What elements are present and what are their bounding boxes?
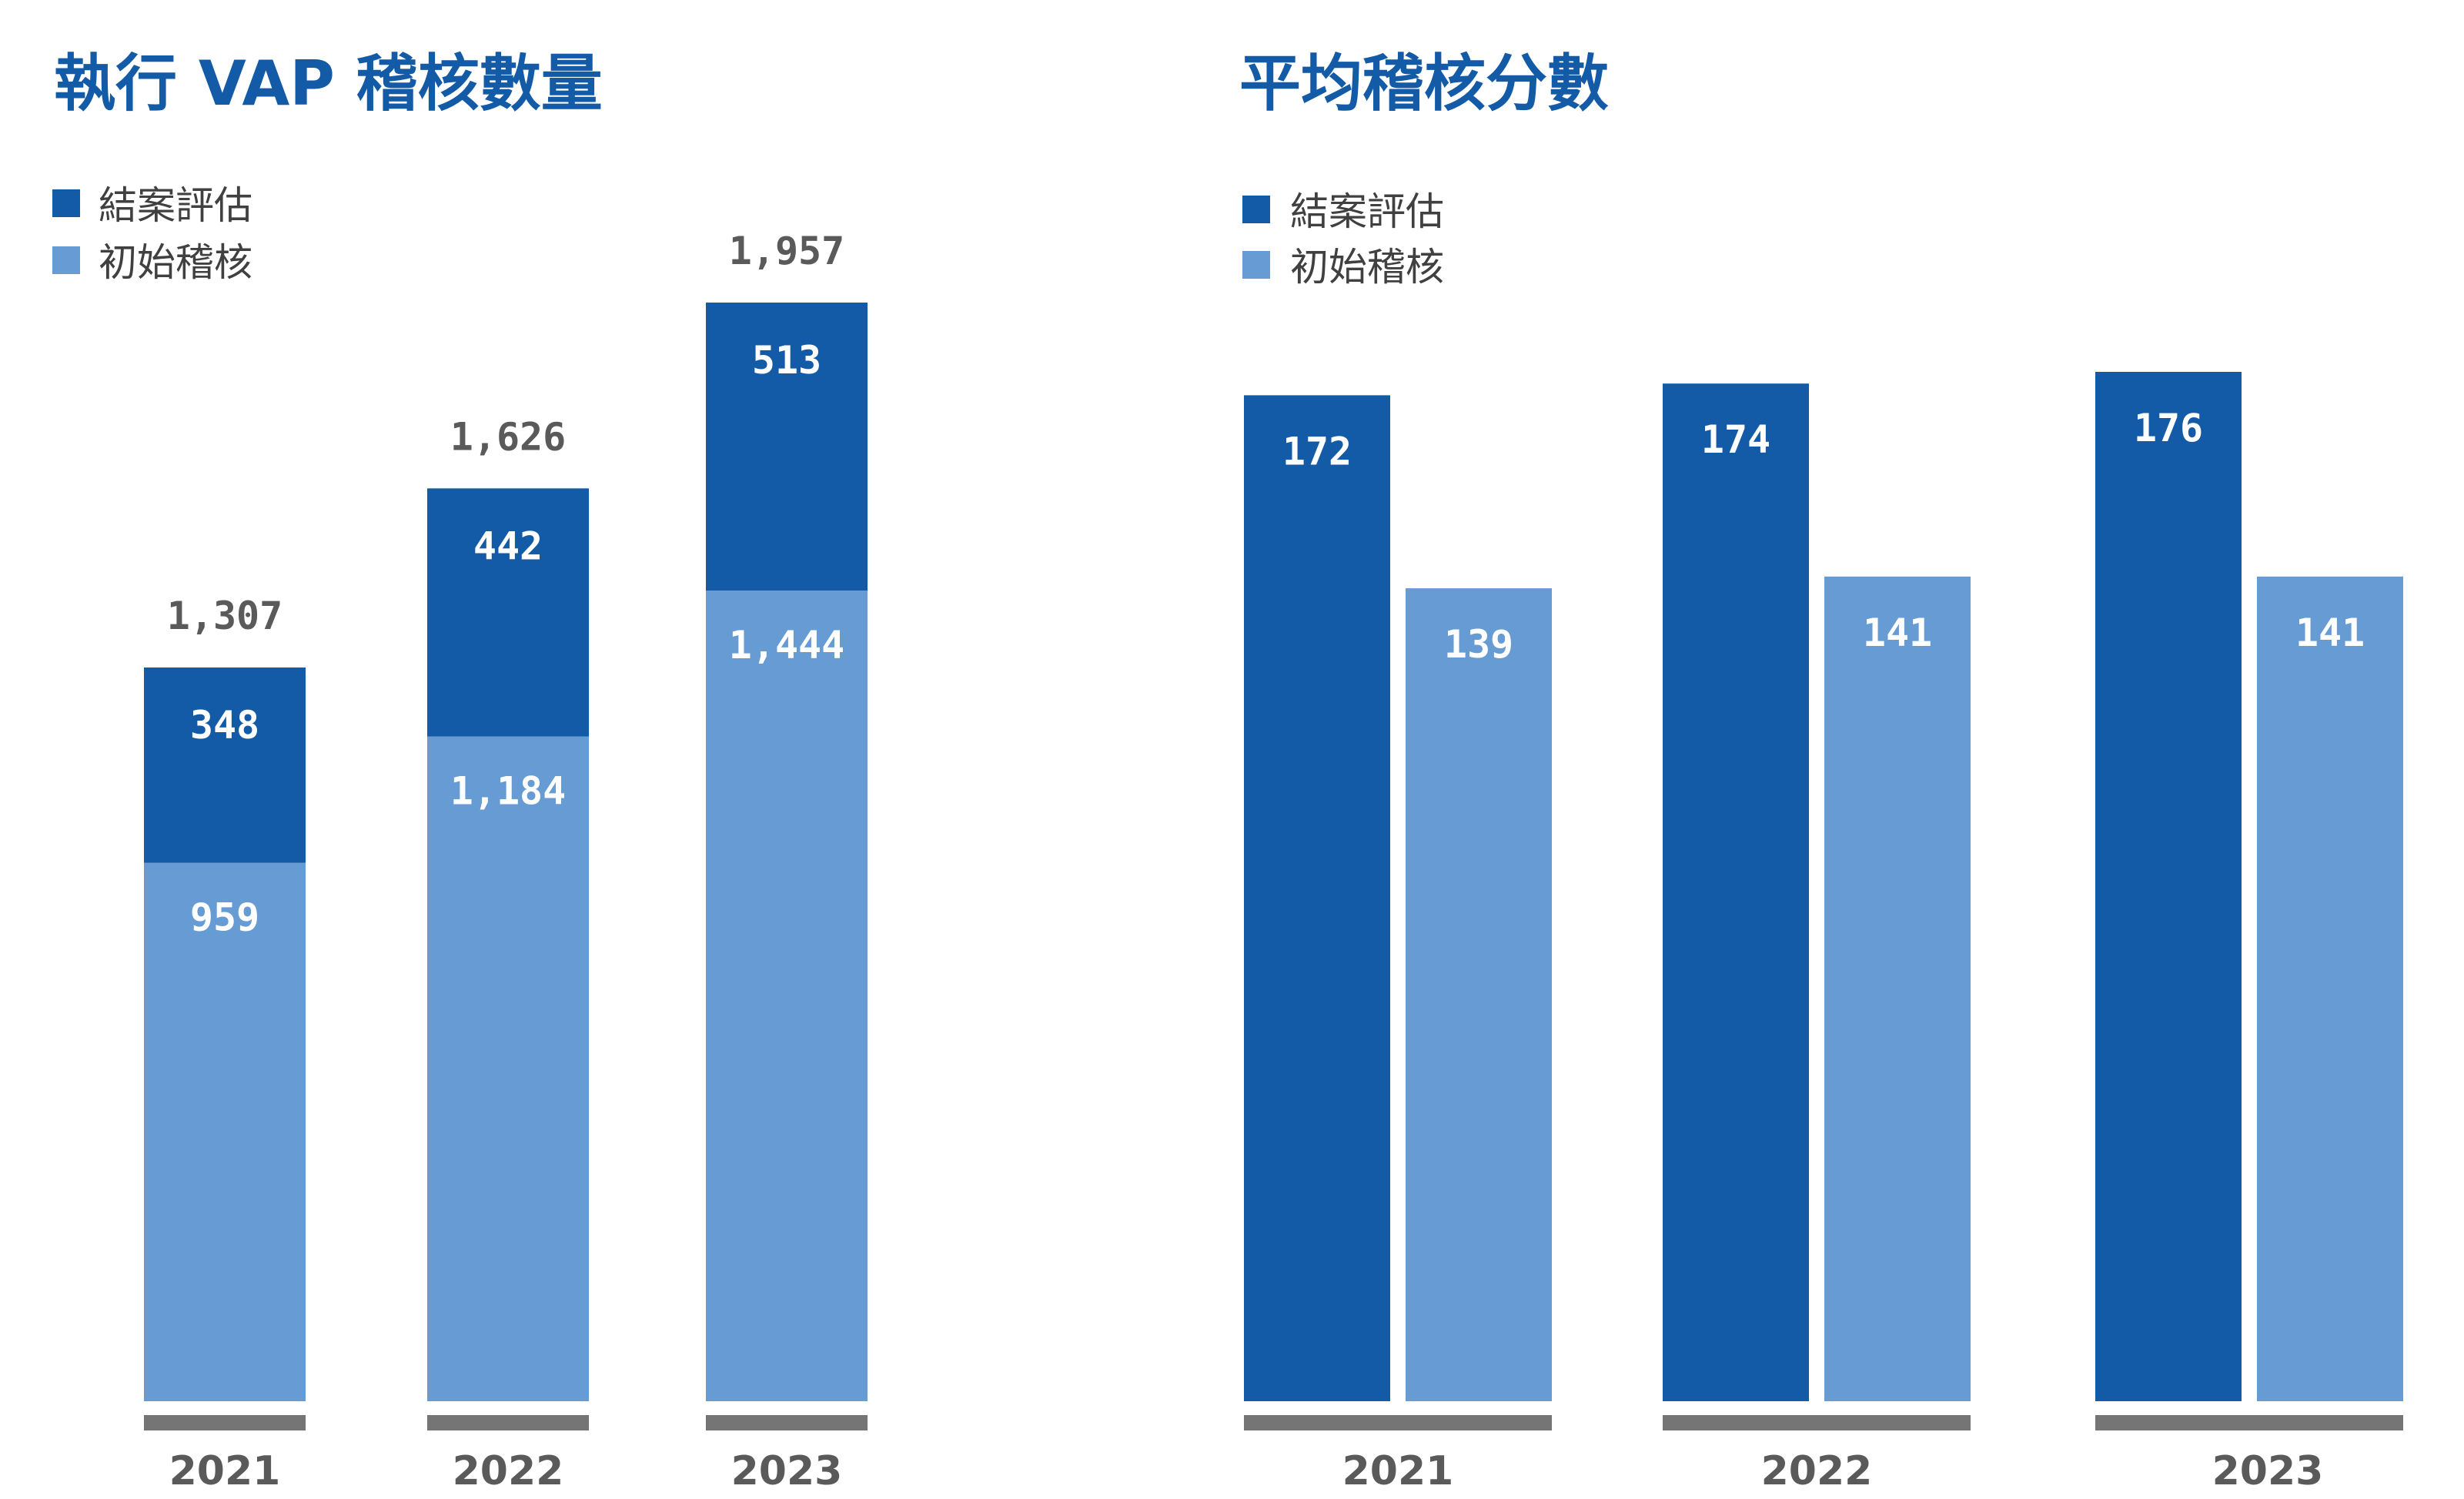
left-chart-title: 執行 VAP 稽核數量: [54, 48, 603, 119]
right-axis-base-segment-2023: [2095, 1415, 2403, 1430]
bar-avg-closing-assessment-2022: [1663, 383, 1809, 1402]
left-legend-swatch-closing: [52, 189, 80, 217]
bar-avg-initial-audit-2022: [1824, 576, 1971, 1402]
label-avg-closing-assessment-2023: 176: [2134, 406, 2203, 450]
right-axis-base-segment-2021: [1244, 1415, 1552, 1430]
right-chart-title: 平均稽核分數: [1239, 48, 1609, 119]
x-tick-label-2021: 2021: [169, 1448, 281, 1494]
right-x-tick-label-2022: 2022: [1761, 1448, 1873, 1494]
label-initial-audit-2023: 1,444: [729, 623, 845, 668]
right-axis-base-segment-2022: [1663, 1415, 1971, 1430]
left-chart-plot: 959 348 1,307 2021 1,184 442 1,626 2022 1,444 513…: [144, 229, 868, 1494]
label-avg-closing-assessment-2021: 172: [1282, 429, 1352, 473]
bar-closing-assessment-2022: [427, 488, 589, 737]
right-legend-label-closing: 結案評估: [1290, 189, 1444, 234]
label-closing-assessment-2021: 348: [190, 703, 259, 748]
label-avg-closing-assessment-2022: 174: [1701, 417, 1770, 462]
bar-initial-audit-2021: [144, 862, 306, 1401]
label-avg-initial-audit-2022: 141: [1863, 611, 1932, 655]
right-chart-plot: 172 139 2021 174 141 2022 176 141 2023: [1244, 372, 2403, 1494]
bar-avg-initial-audit-2021: [1406, 588, 1552, 1401]
label-closing-assessment-2023: 513: [752, 338, 821, 383]
bar-closing-assessment-2023: [706, 303, 868, 591]
bar-initial-audit-2023: [706, 591, 868, 1402]
label-total-2022: 1,626: [450, 414, 567, 459]
bar-closing-assessment-2021: [144, 667, 306, 863]
axis-base-segment-2021: [144, 1415, 306, 1430]
right-legend-swatch-initial: [1242, 251, 1270, 279]
x-tick-label-2022: 2022: [453, 1448, 564, 1494]
label-initial-audit-2022: 1,184: [450, 769, 567, 814]
bar-avg-closing-assessment-2021: [1244, 395, 1390, 1401]
bar-initial-audit-2022: [427, 736, 589, 1401]
label-avg-initial-audit-2021: 139: [1444, 622, 1513, 667]
bar-avg-closing-assessment-2023: [2095, 372, 2242, 1401]
label-total-2021: 1,307: [167, 594, 283, 638]
label-closing-assessment-2022: 442: [473, 524, 543, 568]
right-legend-label-initial: 初始稽核: [1290, 245, 1444, 289]
label-avg-initial-audit-2023: 141: [2295, 611, 2365, 655]
bar-avg-initial-audit-2023: [2257, 576, 2403, 1402]
x-tick-label-2023: 2023: [731, 1448, 843, 1494]
axis-base-segment-2023: [706, 1415, 868, 1430]
left-legend-label-closing: 結案評估: [99, 183, 252, 228]
label-initial-audit-2021: 959: [190, 895, 259, 940]
right-x-tick-label-2021: 2021: [1342, 1448, 1454, 1494]
right-x-tick-label-2023: 2023: [2212, 1448, 2324, 1494]
left-legend-swatch-initial: [52, 246, 80, 274]
axis-base-segment-2022: [427, 1415, 589, 1430]
right-legend-swatch-closing: [1242, 196, 1270, 223]
left-legend-label-initial: 初始稽核: [99, 240, 252, 285]
label-total-2023: 1,957: [729, 229, 845, 273]
